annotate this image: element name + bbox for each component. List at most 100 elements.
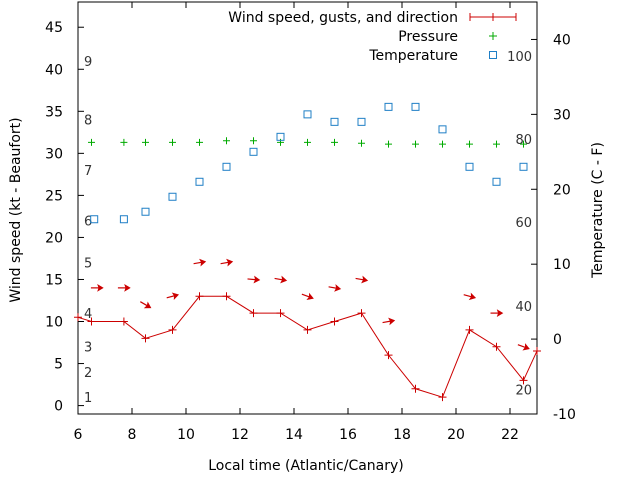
wind-direction-arrow (140, 301, 152, 309)
wind-speed-point (141, 334, 150, 343)
x-tick-label: 20 (447, 427, 465, 443)
temperature-point (519, 162, 528, 171)
wind-arrow-head (496, 309, 504, 318)
x-tick-label: 6 (74, 427, 83, 443)
wind-direction-arrow (517, 343, 530, 351)
pressure-point (358, 139, 365, 147)
wind-arrow-head (468, 292, 477, 301)
pressure-point (439, 140, 446, 148)
wind-speed-point (276, 309, 285, 318)
beaufort-label: 6 (84, 215, 92, 230)
wind-speed-point (357, 309, 366, 318)
wind-speed-point (195, 292, 204, 301)
wind-speed-point (330, 317, 339, 326)
legend: Wind speed, gusts, and direction Pressur… (228, 10, 517, 64)
wind-direction-arrow (463, 292, 477, 301)
wind-arrow-head (306, 292, 314, 301)
pressure-point (412, 140, 419, 148)
legend-label-temperature: Temperature (368, 48, 458, 64)
beaufort-label: 7 (84, 164, 92, 179)
temperature-point (357, 117, 366, 126)
x-tick-label: 16 (339, 427, 357, 443)
wind-direction-arrow (166, 292, 180, 300)
temperature-point (438, 125, 447, 134)
wind-speed-point (519, 376, 528, 385)
fahrenheit-label: 40 (515, 300, 532, 315)
wind-direction-arrow (355, 275, 369, 284)
fahrenheit-label: 100 (507, 50, 532, 65)
wind-speed-point (411, 384, 420, 393)
y2-tick-label: 20 (553, 182, 571, 198)
wind-direction-arrow (301, 292, 314, 301)
temperature-point (276, 132, 285, 141)
wind-arrow-head (361, 275, 369, 284)
pressure-point (520, 140, 527, 148)
legend-label-pressure: Pressure (398, 29, 458, 45)
wind-direction-arrow (117, 283, 131, 292)
x-axis-label: Local time (Atlantic/Canary) (208, 458, 404, 474)
pressure-point (304, 138, 311, 146)
plot-frame (77, 1, 538, 415)
beaufort-label: 5 (84, 257, 92, 272)
y-tick-label: 35 (45, 104, 63, 120)
y-tick-label: 45 (45, 20, 63, 36)
y-tick-label: 30 (45, 146, 63, 162)
wind-direction-arrow (382, 317, 396, 326)
temperature-point (141, 207, 150, 216)
wind-speed-point (168, 325, 177, 334)
y2-axis-label: Temperature (C - F) (590, 142, 606, 279)
fahrenheit-label: 60 (515, 216, 532, 231)
y-axis-label: Wind speed (kt - Beaufort) (8, 117, 24, 302)
pressure-point (169, 138, 176, 146)
temperature-point (411, 102, 420, 111)
y-tick-label: 20 (45, 230, 63, 246)
wind-direction-arrow (274, 275, 288, 284)
pressure-point (142, 138, 149, 146)
y2-tick-label: -10 (553, 407, 576, 423)
pressure-point (88, 138, 95, 146)
wind-direction-arrow (328, 284, 342, 292)
wind-arrow-head (124, 283, 131, 292)
beaufort-label: 8 (84, 114, 92, 129)
x-tick-label: 12 (231, 427, 249, 443)
wind-speed-point (438, 393, 447, 402)
temperature-point (168, 192, 177, 201)
wind-direction-arrow (193, 258, 207, 267)
wind-speed-point (249, 309, 258, 318)
pressure-point (385, 140, 392, 148)
temperature-point (119, 215, 128, 224)
wind-arrow-head (522, 343, 530, 351)
beaufort-label: 2 (84, 366, 92, 381)
beaufort-label: 4 (84, 307, 92, 322)
temperature-point (303, 110, 312, 119)
wind-speed-point (119, 317, 128, 326)
legend-sample-wind-ticks (469, 13, 517, 21)
wind-speed-point (222, 292, 231, 301)
y-tick-label: 15 (45, 272, 63, 288)
wind-arrow-head (280, 275, 288, 284)
temperature-point (195, 177, 204, 186)
y-tick-label: 40 (45, 62, 63, 78)
pressure-point (493, 140, 500, 148)
pressure-point (250, 137, 257, 145)
temperature-point (330, 117, 339, 126)
wind-speed-point (74, 313, 82, 322)
legend-sample-temperature (489, 51, 497, 59)
wind-speed-point (384, 351, 393, 360)
beaufort-label: 3 (84, 341, 92, 356)
fahrenheit-label: 80 (515, 133, 532, 148)
pressure-point (120, 138, 128, 146)
pressure-point (223, 137, 230, 145)
wind-direction-arrow (490, 309, 504, 318)
temperature-point (222, 162, 231, 171)
temperature-point (492, 177, 501, 186)
pressure-point (196, 138, 203, 146)
temperature-point (384, 102, 393, 111)
temperature-point (465, 162, 474, 171)
wind-arrow-head (334, 284, 342, 292)
wind-speed-point (87, 317, 96, 326)
wind-direction-arrow (90, 283, 104, 292)
axis-labels: Local time (Atlantic/Canary) Wind speed … (8, 117, 606, 474)
beaufort-label: 1 (84, 391, 92, 406)
